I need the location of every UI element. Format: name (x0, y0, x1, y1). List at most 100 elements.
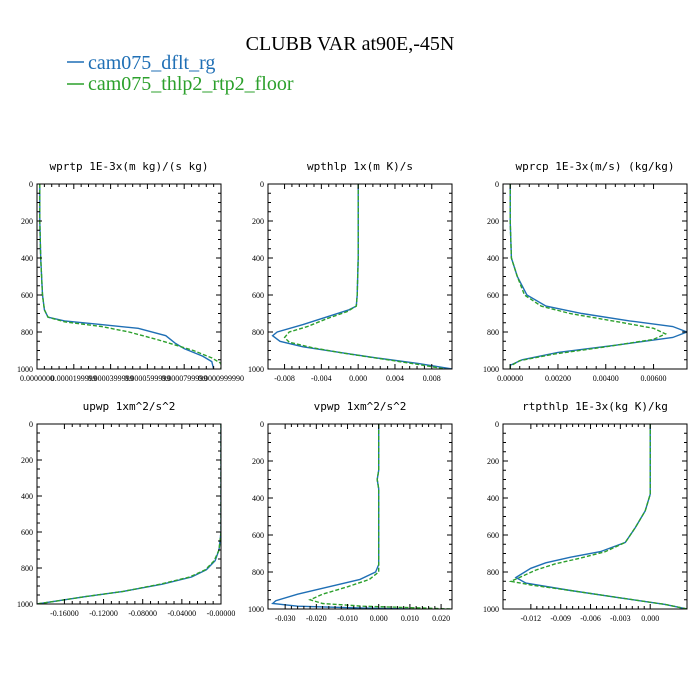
series-line-thlp2-rtp2-floor (308, 424, 451, 609)
y-tick-label: 0 (29, 180, 33, 189)
panel-title: vpwp 1xm^2/s^2 (314, 400, 407, 413)
panel-1: wprtp 1E-3x(m kg)/(s kg) 0 200 400 600 800 100… (17, 160, 244, 383)
x-tick-label: 0.000 (370, 614, 388, 623)
panel-2: wpthlp 1x(m K)/s 0 200 400 600 800 1000 -0.008 -… (248, 160, 453, 383)
plot-frame (502, 423, 688, 610)
y-tick-label: 1000 (483, 365, 499, 374)
x-tick-label: -0.006 (580, 614, 601, 623)
panel-title: rtpthlp 1E-3x(kg K)/kg (522, 400, 668, 413)
panel-title: wprtp 1E-3x(m kg)/(s kg) (50, 160, 209, 173)
x-tick-label: -0.004 (311, 374, 332, 383)
x-tick-label: -0.020 (306, 614, 327, 623)
y-tick-label: 400 (487, 254, 499, 263)
y-tick-label: 0 (260, 180, 264, 189)
x-tick-label: 0.020 (432, 614, 450, 623)
x-tick-label: -0.010 (337, 614, 358, 623)
y-tick-label: 1000 (17, 365, 33, 374)
y-tick-label: 200 (487, 457, 499, 466)
series-line-thlp2-rtp2-floor (508, 424, 687, 609)
x-tick-label: 0.0000799999 (161, 374, 207, 383)
series-line-thlp2-rtp2-floor (509, 184, 668, 369)
x-tick-label: 0.0000000 (20, 374, 54, 383)
x-tick-label: 0.00400 (593, 374, 619, 383)
x-tick-label: 0.010 (401, 614, 419, 623)
y-tick-label: 0 (495, 180, 499, 189)
series-line-dflt-rg (509, 184, 687, 369)
y-tick-label: 600 (21, 291, 33, 300)
series-line-dflt-rg (39, 184, 215, 369)
y-tick-label: 800 (21, 564, 33, 573)
x-tick-label: -0.12000 (89, 609, 118, 618)
y-tick-label: 200 (252, 217, 264, 226)
y-tick-label: 1000 (248, 605, 264, 614)
y-tick-label: 600 (252, 291, 264, 300)
series-line-thlp2-rtp2-floor (283, 184, 446, 369)
y-tick-label: 400 (487, 494, 499, 503)
x-tick-label: 0.00600 (641, 374, 667, 383)
plot-frame (502, 183, 688, 370)
x-tick-label: 0.0000999990 (198, 374, 244, 383)
y-tick-label: 0 (495, 420, 499, 429)
plot-frame (36, 183, 222, 370)
panel-3: wprcp 1E-3x(m/s) (kg/kg) 0 200 400 600 800 100… (483, 160, 688, 383)
y-tick-label: 200 (487, 217, 499, 226)
y-tick-label: 400 (21, 492, 33, 501)
x-tick-label: -0.08000 (128, 609, 157, 618)
panel-title: upwp 1xm^2/s^2 (83, 400, 176, 413)
x-tick-label: -0.030 (275, 614, 296, 623)
x-tick-label: 0.004 (386, 374, 404, 383)
x-tick-label: 0.00200 (545, 374, 571, 383)
legend-label-floor: cam075_thlp2_rtp2_floor (88, 73, 294, 95)
panel-title: wpthlp 1x(m K)/s (307, 160, 413, 173)
y-tick-label: 1000 (17, 600, 33, 609)
x-tick-label: -0.012 (521, 614, 542, 623)
series-line-dflt-rg (37, 424, 221, 604)
x-tick-label: 0.000 (349, 374, 367, 383)
x-tick-label: -0.04000 (168, 609, 197, 618)
panels: wprtp 1E-3x(m kg)/(s kg) 0 200 400 600 800 100… (17, 160, 688, 623)
y-tick-label: 600 (252, 531, 264, 540)
y-tick-label: 0 (29, 420, 33, 429)
y-tick-label: 200 (252, 457, 264, 466)
x-tick-label: 0.0000599999 (124, 374, 170, 383)
y-tick-label: 800 (487, 568, 499, 577)
x-tick-label: 0.0000199999 (51, 374, 97, 383)
y-tick-label: 400 (252, 254, 264, 263)
x-tick-label: 0.008 (423, 374, 441, 383)
y-tick-label: 800 (252, 568, 264, 577)
plot-frame (267, 183, 453, 370)
y-tick-label: 800 (21, 328, 33, 337)
x-tick-label: -0.008 (274, 374, 295, 383)
figure-title: CLUBB VAR at90E,-45N (246, 33, 455, 55)
panel-5: vpwp 1xm^2/s^2 0 200 400 600 800 1000 -0.030 -0.… (248, 400, 453, 623)
x-tick-label: -0.003 (610, 614, 631, 623)
y-tick-label: 1000 (248, 365, 264, 374)
y-tick-label: 400 (21, 254, 33, 263)
y-tick-label: 600 (487, 531, 499, 540)
series-line-thlp2-rtp2-floor (37, 424, 221, 604)
x-tick-label: -0.00000 (207, 609, 236, 618)
x-tick-label: -0.009 (550, 614, 571, 623)
plot-frame (267, 423, 453, 610)
y-tick-label: 600 (21, 528, 33, 537)
series-line-dflt-rg (271, 424, 410, 609)
series-line-thlp2-rtp2-floor (39, 184, 221, 369)
y-tick-label: 200 (21, 456, 33, 465)
panel-title: wprcp 1E-3x(m/s) (kg/kg) (516, 160, 675, 173)
x-tick-label: 0.00000 (497, 374, 523, 383)
plot-frame (36, 423, 222, 605)
y-tick-label: 800 (252, 328, 264, 337)
panel-4: upwp 1xm^2/s^2 0 200 400 600 800 1000 -0.16000 -… (17, 400, 235, 618)
x-tick-label: 0.0000399999 (88, 374, 134, 383)
y-tick-label: 0 (260, 420, 264, 429)
series-line-dflt-rg (514, 424, 687, 609)
legend-label-dflt: cam075_dflt_rg (88, 52, 215, 74)
legend: cam075_dflt_rg cam075_thlp2_rtp2_floor (67, 52, 294, 95)
y-tick-label: 400 (252, 494, 264, 503)
y-tick-label: 800 (487, 328, 499, 337)
y-tick-label: 600 (487, 291, 499, 300)
panel-6: rtpthlp 1E-3x(kg K)/kg 0 200 400 600 800 1000 -… (483, 400, 688, 623)
y-tick-label: 1000 (483, 605, 499, 614)
x-tick-label: 0.000 (641, 614, 659, 623)
